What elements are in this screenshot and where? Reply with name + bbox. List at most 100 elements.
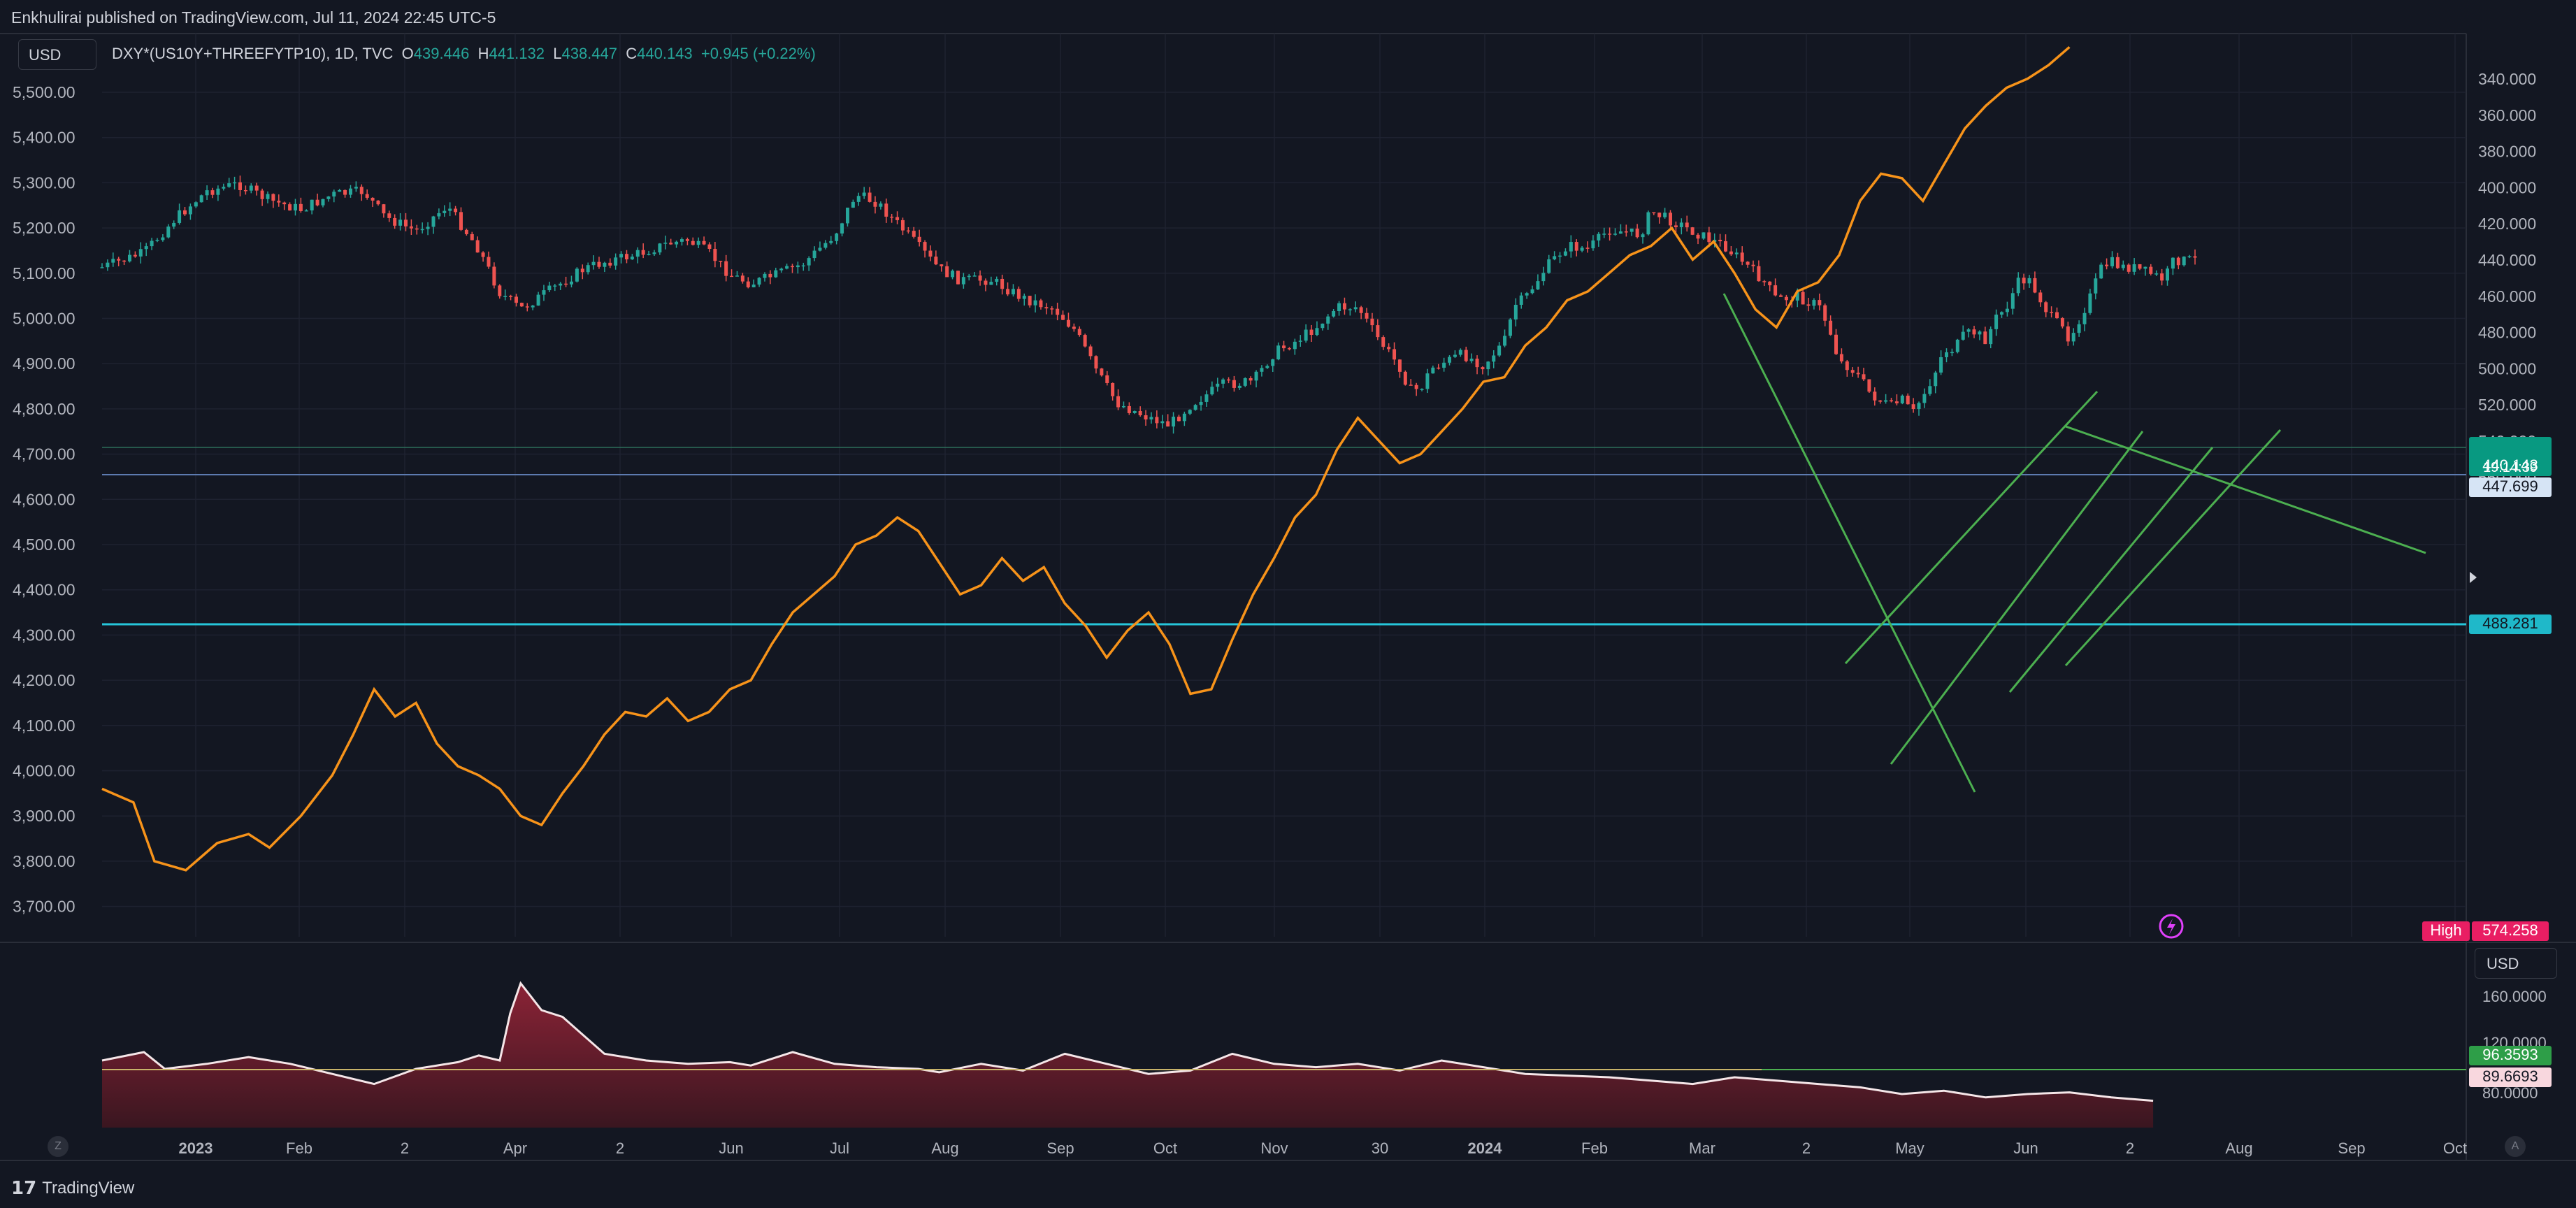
- candle-body: [1784, 296, 1788, 301]
- candle-body: [1132, 410, 1137, 413]
- left-axis-tick: 4,900.00: [13, 354, 75, 373]
- reference-price-label-box: [2469, 477, 2552, 497]
- candle-body: [310, 199, 314, 210]
- candle-body: [569, 281, 573, 285]
- candle-body: [1056, 308, 1060, 315]
- candle-body: [989, 282, 993, 285]
- candle-body: [293, 203, 297, 211]
- auto-scale-button[interactable]: A: [2505, 1136, 2526, 1157]
- candle-body: [1945, 352, 1949, 357]
- candle-body: [332, 192, 336, 197]
- candle-body: [1795, 292, 1799, 301]
- candle-body: [586, 265, 590, 273]
- candle-body: [1393, 349, 1397, 360]
- candle-body: [542, 290, 546, 295]
- candle-body: [1884, 400, 1888, 402]
- candle-body: [624, 254, 628, 260]
- candle-body: [2105, 264, 2109, 266]
- candle-body: [1503, 336, 1507, 346]
- candle-body: [182, 210, 187, 215]
- candle-body: [188, 206, 192, 215]
- candle-body: [1260, 368, 1264, 372]
- tradingview-brand[interactable]: 𝟭𝟳 TradingView: [11, 1177, 134, 1199]
- candle-body: [923, 242, 927, 251]
- candle-body: [1669, 213, 1673, 226]
- x-axis-tick: Apr: [503, 1139, 527, 1157]
- candle-body: [757, 278, 761, 285]
- candle-body: [442, 210, 447, 213]
- candle-body: [1116, 396, 1121, 408]
- candle-body: [271, 194, 275, 201]
- candle-body: [630, 257, 634, 260]
- high-value-label-box: [2472, 921, 2549, 941]
- candle-body: [117, 259, 121, 261]
- right-axis-tick: 420.000: [2478, 215, 2536, 233]
- zoom-button[interactable]: Z: [48, 1136, 69, 1157]
- volume-currency-selector[interactable]: USD: [2475, 948, 2557, 979]
- candle-body: [254, 185, 259, 191]
- candle-body: [1188, 410, 1192, 414]
- candle-body: [564, 283, 568, 285]
- currency-selector[interactable]: USD: [18, 39, 96, 70]
- open-label: O: [401, 45, 414, 62]
- candle-body: [525, 306, 529, 308]
- candle-body: [1453, 354, 1457, 357]
- candle-body: [370, 197, 375, 201]
- candle-body: [1746, 261, 1750, 265]
- candle-body: [1249, 378, 1253, 381]
- candle-body: [454, 208, 458, 213]
- candle-body: [1094, 356, 1098, 369]
- candle-body: [1448, 357, 1452, 363]
- candle-body: [172, 222, 176, 227]
- candle-body: [1420, 389, 1424, 390]
- candle-body: [1276, 345, 1281, 360]
- open-value: 439.446: [413, 45, 470, 62]
- candle-body: [1729, 251, 1733, 254]
- candle-body: [354, 187, 358, 189]
- candle-body: [796, 265, 800, 268]
- candle-body: [1271, 359, 1275, 366]
- candle-body: [222, 187, 226, 189]
- candle-body: [492, 266, 496, 286]
- candle-body: [912, 231, 916, 237]
- left-axis-tick: 3,800.00: [13, 852, 75, 870]
- candle-body: [1033, 300, 1037, 305]
- candle-body: [1332, 311, 1336, 317]
- candle-body: [1928, 386, 1932, 394]
- candle-body: [1839, 354, 1843, 361]
- candle-body: [895, 217, 900, 220]
- x-axis-tick: Aug: [931, 1139, 958, 1157]
- candle-body: [1486, 361, 1490, 370]
- candle-body: [906, 230, 910, 232]
- volume-green-label-box: [2469, 1046, 2552, 1065]
- candle-body: [779, 268, 784, 271]
- candle-body: [1890, 400, 1894, 402]
- lightning-icon: [2159, 914, 2184, 939]
- candle-body: [1773, 285, 1778, 296]
- candle-body: [580, 268, 584, 273]
- candle-body: [243, 189, 247, 192]
- candle-body: [1083, 335, 1087, 347]
- candle-body: [2044, 302, 2048, 312]
- candle-body: [614, 257, 618, 266]
- candle-body: [1629, 228, 1634, 232]
- candle-body: [1563, 251, 1567, 256]
- candle-body: [1591, 240, 1595, 249]
- candle-body: [133, 254, 137, 257]
- x-axis-tick: 2023: [179, 1139, 213, 1157]
- candle-body: [2154, 273, 2159, 275]
- symbol-label[interactable]: DXY*(US10Y+THREEFYTP10), 1D, TVC: [112, 45, 394, 62]
- right-axis-tick: 340.000: [2478, 70, 2536, 88]
- candle-body: [282, 202, 287, 205]
- right-axis-tick: 520.000: [2478, 396, 2536, 414]
- candle-body: [951, 271, 955, 278]
- candle-body: [2088, 293, 2092, 313]
- candle-body: [1823, 305, 1827, 321]
- candle-body: [1039, 300, 1043, 308]
- candle-body: [862, 192, 866, 196]
- publisher-line: Enkhulirai published on TradingView.com,…: [11, 8, 496, 27]
- candle-body: [774, 270, 778, 278]
- support-price-label-box: [2469, 614, 2552, 634]
- candle-body: [1850, 370, 1855, 373]
- candle-body: [1950, 352, 1954, 354]
